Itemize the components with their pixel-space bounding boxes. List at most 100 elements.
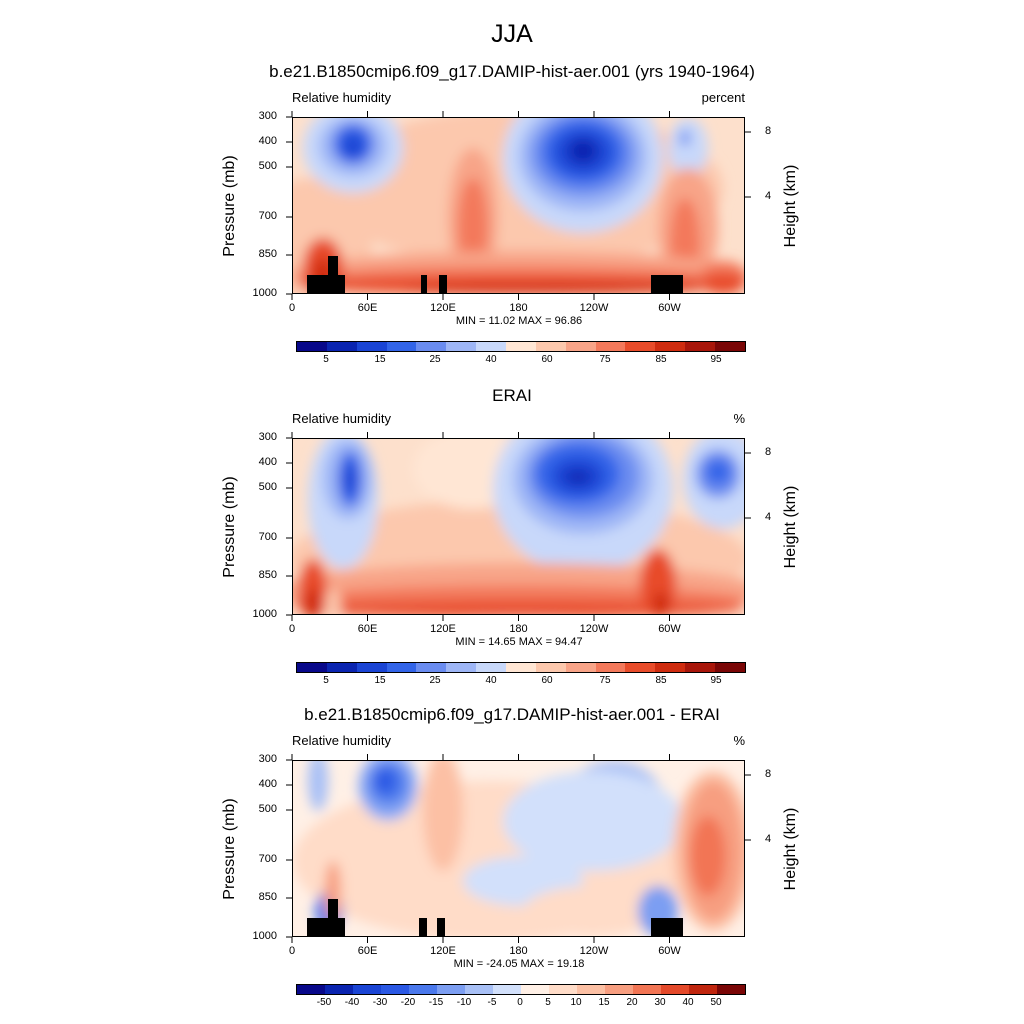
colorbar-segment <box>326 342 357 351</box>
y-axis-title: Pressure (mb) <box>221 155 238 257</box>
y2-axis-title: Height (km) <box>782 164 799 248</box>
colorbar-segment <box>465 985 493 994</box>
y2-tick-label: 4 <box>765 511 772 523</box>
colorbar-label: 95 <box>710 675 722 686</box>
colorbar-label: 50 <box>710 997 722 1008</box>
contour-region <box>344 463 356 495</box>
topography-mask <box>328 899 338 919</box>
min-max-stats: MIN = 14.65 MAX = 94.47 <box>455 636 583 648</box>
colorbar-segment <box>577 985 605 994</box>
colorbar-segment <box>715 342 745 351</box>
x-tick-label: 60W <box>658 945 681 957</box>
colorbar-label: 85 <box>655 354 667 365</box>
contour-region <box>569 139 597 163</box>
colorbar-segment <box>353 985 381 994</box>
y-tick-label: 700 <box>258 531 277 543</box>
contour-field <box>293 439 744 614</box>
x-tick-label: 120W <box>579 945 609 957</box>
colorbar-label: -5 <box>487 997 497 1008</box>
units-label: percent <box>701 90 745 105</box>
x-tick-label: 0 <box>288 302 296 314</box>
contour-plot <box>292 760 745 937</box>
colorbar-segment <box>297 985 325 994</box>
colorbar-segment <box>476 342 507 351</box>
colorbar <box>296 341 746 352</box>
y-tick-label: 300 <box>258 110 277 122</box>
colorbar-label: 60 <box>541 354 553 365</box>
colorbar-segment <box>381 985 409 994</box>
x-tick-label: 0 <box>288 945 296 957</box>
colorbar-label: 40 <box>485 675 497 686</box>
colorbar-segment <box>409 985 437 994</box>
topography-mask <box>328 256 338 276</box>
contour-region <box>375 769 395 793</box>
y-tick-label: 500 <box>258 803 277 815</box>
y-tick-label: 1000 <box>252 287 277 299</box>
contour-region <box>653 592 669 614</box>
colorbar-segment <box>595 342 626 351</box>
y-tick-label: 700 <box>258 853 277 865</box>
colorbar <box>296 662 746 673</box>
y2-axis-title: Height (km) <box>782 485 799 569</box>
y-tick-label: 300 <box>258 753 277 765</box>
y-tick-label: 700 <box>258 210 277 222</box>
colorbar-segment <box>297 663 327 672</box>
colorbar-label: 15 <box>374 354 386 365</box>
colorbar <box>296 984 746 995</box>
contour-plot <box>292 117 745 294</box>
colorbar-label: 5 <box>545 997 551 1008</box>
y2-tick-label: 4 <box>765 190 772 202</box>
colorbar-label: 0 <box>517 997 523 1008</box>
colorbar-segment <box>689 985 717 994</box>
contour-region <box>423 761 463 871</box>
contour-field <box>293 761 744 936</box>
y-tick-label: 300 <box>258 431 277 443</box>
colorbar-segment <box>446 342 477 351</box>
panel-title: ERAI <box>492 386 532 405</box>
colorbar-segment <box>655 342 686 351</box>
colorbar-label: 60 <box>541 675 553 686</box>
x-tick-label: 60E <box>357 302 378 314</box>
colorbar-label: -30 <box>372 997 388 1008</box>
y-tick-label: 1000 <box>252 930 277 942</box>
colorbar-label: 40 <box>485 354 497 365</box>
colorbar-label: -10 <box>456 997 472 1008</box>
colorbar-segment <box>386 663 417 672</box>
y-tick-label: 850 <box>258 569 277 581</box>
colorbar-segment <box>605 985 633 994</box>
contour-region <box>403 284 703 292</box>
colorbar-label: 75 <box>599 675 611 686</box>
contour-region <box>701 273 744 293</box>
units-label: % <box>733 733 745 748</box>
topography-mask <box>651 918 683 936</box>
colorbar-segment <box>325 985 353 994</box>
topography-mask <box>651 275 683 293</box>
contour-region <box>566 471 590 483</box>
y2-tick-label: 8 <box>765 768 772 780</box>
colorbar-segment <box>655 663 686 672</box>
colorbar-label: -40 <box>344 997 360 1008</box>
y2-tick-label: 4 <box>765 833 772 845</box>
y-tick-label: 400 <box>258 456 277 468</box>
contour-region <box>523 886 663 936</box>
colorbar-label: -15 <box>428 997 444 1008</box>
x-tick-label: 120E <box>430 302 456 314</box>
colorbar-label: -50 <box>316 997 332 1008</box>
colorbar-label: 25 <box>429 354 441 365</box>
y2-tick-label: 8 <box>765 125 772 137</box>
colorbar-segment <box>326 663 357 672</box>
contour-region <box>668 118 708 178</box>
contour-region <box>325 589 341 614</box>
x-tick-label: 60E <box>357 623 378 635</box>
contour-region <box>308 761 328 811</box>
colorbar-segment <box>437 985 465 994</box>
colorbar-label: 15 <box>598 997 610 1008</box>
x-tick-label: 180 <box>509 302 528 314</box>
topography-mask <box>439 275 447 293</box>
colorbar-label: 25 <box>429 675 441 686</box>
x-tick-label: 120E <box>430 623 456 635</box>
colorbar-label: 95 <box>710 354 722 365</box>
y-axis-title: Pressure (mb) <box>221 798 238 900</box>
colorbar-label: 40 <box>682 997 694 1008</box>
x-tick-label: 120E <box>430 945 456 957</box>
